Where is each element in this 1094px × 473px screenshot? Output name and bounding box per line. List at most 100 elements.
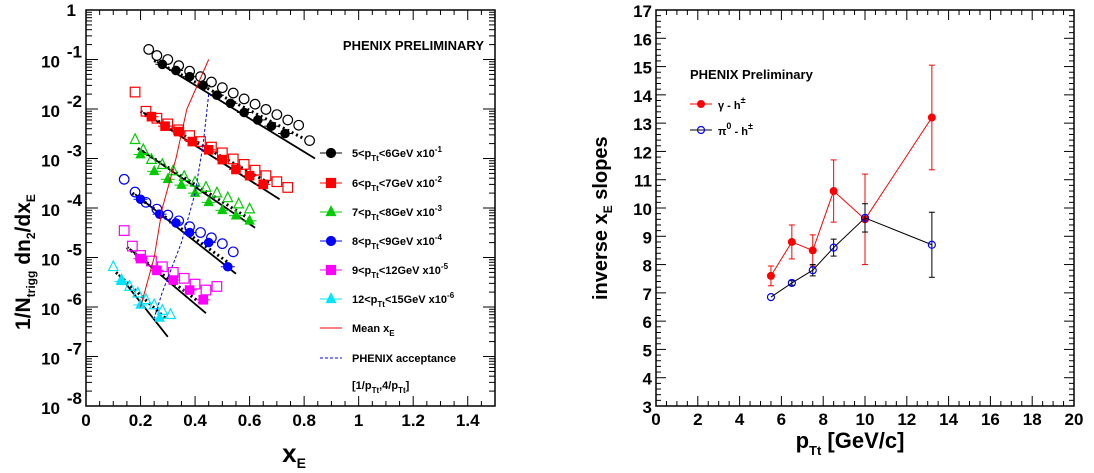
y-tick-label: 7 — [643, 285, 652, 304]
left-legend: 5<pTt<6GeV x10-1 6<pTt<7GeV x10-2 7<pTt<8G… — [320, 145, 456, 395]
left-y-axis-title: 1/Ntrigg dn2/dxE — [12, 194, 38, 330]
series-line — [770, 217, 933, 298]
open-point — [156, 157, 169, 170]
right-y-axis-title: inverse xE slopes — [590, 136, 615, 300]
open-point — [222, 190, 234, 203]
closed-point — [189, 186, 201, 197]
open-point — [211, 185, 223, 198]
x-tick-label: 1.4 — [456, 411, 480, 430]
x-tick-label: 1 — [354, 411, 363, 430]
legend-label: 12<pTt<15GeV x10-6 — [352, 291, 455, 309]
x-tick-label: 0.4 — [183, 411, 207, 430]
y-tick-label: 9 — [643, 228, 652, 247]
closed-point — [244, 214, 255, 225]
open-point — [243, 201, 256, 214]
open-point — [118, 225, 130, 236]
open-point — [132, 286, 144, 298]
open-point — [282, 114, 294, 126]
y-tick-label: 16 — [633, 30, 652, 49]
y-tick-exponent: -3 — [67, 142, 82, 161]
open-point — [304, 135, 315, 146]
open-point — [126, 240, 138, 252]
x-tick-label: 4 — [735, 410, 745, 429]
legend-label: 9<pTt<12GeV x10-5 — [352, 262, 449, 280]
closed-point — [266, 121, 277, 131]
y-tick-label: 8 — [643, 257, 652, 276]
legend-marker — [325, 205, 337, 217]
open-point — [216, 82, 228, 94]
open-point — [140, 105, 152, 117]
legend-label: 7<pTt<8GeV x10-3 — [352, 204, 442, 222]
left-x-axis-title: xE — [282, 438, 306, 471]
x-tick-label: 0.8 — [292, 411, 316, 430]
open-point — [156, 303, 169, 315]
open-point — [249, 98, 261, 110]
open-point — [140, 292, 152, 305]
left-y-axis: 1 10 -1 10 -2 10 -3 10 -4 10 -5 10 -6 10 -7 10 -8 — [41, 1, 495, 418]
x-tick-label: 12 — [897, 410, 916, 429]
open-point — [107, 259, 120, 272]
y-tick-label: 17 — [633, 2, 652, 21]
open-point — [227, 87, 239, 99]
open-point — [123, 279, 136, 291]
open-point — [200, 180, 212, 192]
closed-point — [203, 144, 214, 155]
x-tick-label: 0.6 — [238, 411, 262, 430]
left-chart: 0 0.2 0.4 0.6 0.8 1 1.2 1.4 1 10 -1 10 -2 10 -3 10 -4 10… — [12, 1, 496, 471]
y-tick-label: 15 — [633, 59, 652, 78]
y-tick-label: 10 — [633, 200, 652, 219]
right-x-axis-title: pTt [GeV/c] — [796, 428, 905, 458]
closed-point — [252, 115, 263, 125]
right-chart: 0 2 4 6 8 10 12 14 16 18 20 3 4 5 6 7 8 9 10 11 12 13 14 15 16 1… — [590, 2, 1083, 458]
y-tick-label: 5 — [643, 341, 652, 360]
acceptance-dotted-line — [153, 59, 305, 141]
closed-point — [184, 71, 195, 82]
x-tick-label: 0 — [651, 410, 660, 429]
closed-point — [152, 265, 162, 276]
closed-point — [217, 203, 228, 215]
closed-point — [116, 274, 127, 286]
closed-point — [171, 218, 181, 228]
open-point — [282, 182, 294, 193]
y-tick-label: 11 — [634, 172, 652, 191]
closed-point — [217, 154, 228, 165]
y-tick-exponent: -8 — [67, 389, 82, 408]
data-point — [927, 240, 936, 249]
y-tick-label: 1 — [67, 1, 76, 20]
closed-point — [160, 121, 170, 131]
legend-label: 6<pTt<7GeV x10-2 — [352, 175, 442, 193]
open-point — [178, 169, 190, 182]
open-point — [271, 109, 283, 121]
closed-point — [231, 164, 241, 175]
closed-point — [135, 253, 146, 264]
x-tick-label: 6 — [777, 410, 786, 429]
y-tick-label: 10 — [41, 201, 60, 220]
legend-marker — [325, 292, 337, 304]
open-point — [151, 50, 163, 61]
closed-point — [244, 170, 255, 181]
closed-point — [230, 209, 242, 220]
left-plot-area — [107, 43, 316, 338]
y-tick-exponent: -4 — [67, 191, 83, 210]
acceptance-line — [153, 94, 210, 319]
legend-marker — [325, 177, 337, 189]
closed-point — [222, 261, 233, 272]
y-tick-label: 3 — [643, 398, 652, 417]
x-tick-label: 10 — [856, 410, 875, 429]
x-tick-label: 8 — [818, 410, 827, 429]
y-tick-label: 10 — [41, 399, 60, 418]
closed-point — [184, 227, 195, 238]
left-x-axis: 0 0.2 0.4 0.6 0.8 1 1.2 1.4 — [81, 10, 496, 430]
data-point — [927, 113, 936, 122]
closed-point — [135, 194, 146, 205]
open-point — [227, 153, 239, 165]
closed-point — [225, 98, 236, 109]
y-tick-label: 10 — [41, 102, 60, 121]
closed-point — [135, 298, 146, 309]
closed-point — [135, 148, 146, 159]
closed-point — [203, 195, 214, 207]
closed-point — [154, 209, 165, 219]
data-point — [860, 213, 870, 222]
